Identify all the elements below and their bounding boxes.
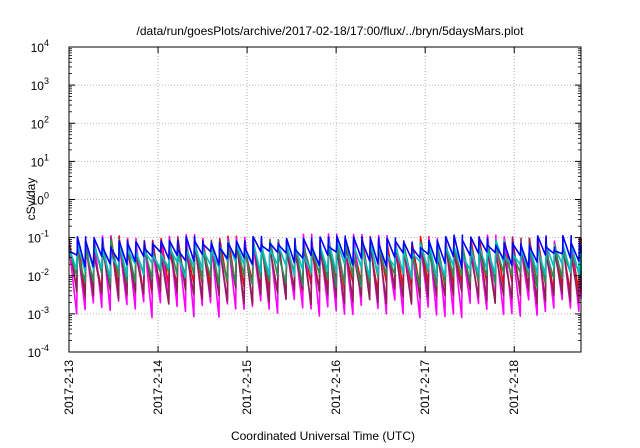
y-tick-label: 104 [31, 38, 49, 55]
y-tick-label: 101 [31, 152, 49, 169]
y-axis: 104 103 102 101 100 10-1 10-2 10-3 10-4 [28, 38, 581, 360]
y-tick-label: 10-2 [28, 267, 49, 284]
series-line [68, 234, 582, 269]
x-tick-label: 2017-2-16 [329, 360, 343, 415]
x-tick-label: 2017-2-13 [62, 360, 76, 415]
x-tick-label: 2017-2-17 [418, 360, 432, 415]
y-tick-label: 10-1 [28, 229, 49, 246]
x-tick-label: 2017-2-14 [151, 360, 165, 415]
x-axis: 2017-2-13 2017-2-14 2017-2-15 2017-2-16 2017… [62, 47, 521, 415]
y-axis-label: cSv/day [24, 178, 38, 221]
y-tick-label: 10-3 [28, 305, 49, 322]
x-tick-label: 2017-2-15 [240, 360, 254, 415]
y-tick-label: 100 [31, 191, 49, 208]
y-tick-label: 102 [31, 114, 49, 131]
y-tick-label: 10-4 [28, 343, 49, 360]
x-axis-label: Coordinated Universal Time (UTC) [231, 429, 415, 443]
chart-title: /data/run/goesPlots/archive/2017-02-18/1… [137, 24, 525, 38]
x-tick-label: 2017-2-18 [507, 360, 521, 415]
series-layer [68, 233, 582, 319]
y-tick-label: 103 [31, 76, 49, 93]
